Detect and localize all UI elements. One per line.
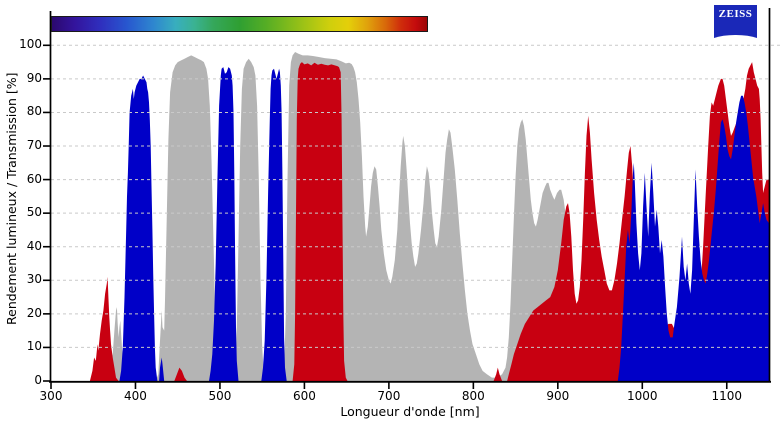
zeiss-logo: ZEISS: [714, 5, 757, 40]
y-tick-label: 60: [26, 171, 42, 186]
y-tick-label: 40: [26, 238, 42, 253]
x-tick-label: 1100: [711, 389, 743, 403]
y-tick-label: 90: [26, 70, 42, 85]
x-tick-label: 1000: [627, 389, 658, 403]
zeiss-logo-text: ZEISS: [718, 8, 753, 20]
x-tick-label: 600: [292, 389, 316, 403]
x-tick-label: 400: [124, 389, 147, 403]
y-tick-label: 20: [26, 305, 42, 320]
y-tick-label: 10: [26, 339, 42, 354]
y-axis-title: Rendement lumineux / Transmission [%]: [4, 72, 19, 326]
x-axis-title: Longueur d'onde [nm]: [340, 404, 480, 419]
y-tick-label: 0: [34, 373, 42, 387]
zeiss-logo-box: ZEISS: [714, 5, 757, 40]
zeiss-logo-lens-arc: [714, 35, 757, 40]
y-tick-label: 30: [26, 272, 42, 287]
x-tick-label: 500: [208, 389, 232, 403]
x-tick-label: 300: [39, 389, 63, 403]
y-tick-label: 50: [26, 205, 42, 220]
spectrum-color-bar: [51, 16, 428, 32]
y-tick-label: 100: [19, 37, 42, 52]
x-tick-label: 700: [377, 389, 401, 403]
x-tick-label: 800: [461, 389, 485, 403]
y-tick-label: 80: [26, 104, 42, 119]
y-tick-label: 70: [26, 138, 42, 152]
x-tick-label: 900: [546, 389, 570, 403]
series-bandes-rouges: [89, 62, 769, 381]
